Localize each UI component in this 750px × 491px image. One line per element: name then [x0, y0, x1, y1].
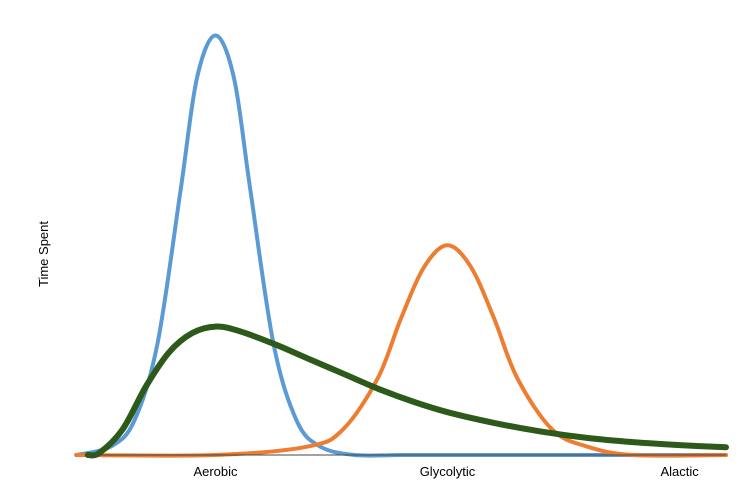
- x-tick-label-alactic: Alactic: [660, 464, 699, 479]
- tick-labels: Aerobic Glycolytic Alactic: [193, 464, 699, 479]
- series-line-2: [84, 323, 729, 459]
- series-line-1: [74, 243, 728, 458]
- series-layer: [74, 33, 729, 459]
- series-line-0: [74, 33, 728, 458]
- x-tick-label-glycolytic: Glycolytic: [420, 464, 476, 479]
- x-tick-label-aerobic: Aerobic: [193, 464, 238, 479]
- y-axis-label: Time Spent: [36, 221, 51, 287]
